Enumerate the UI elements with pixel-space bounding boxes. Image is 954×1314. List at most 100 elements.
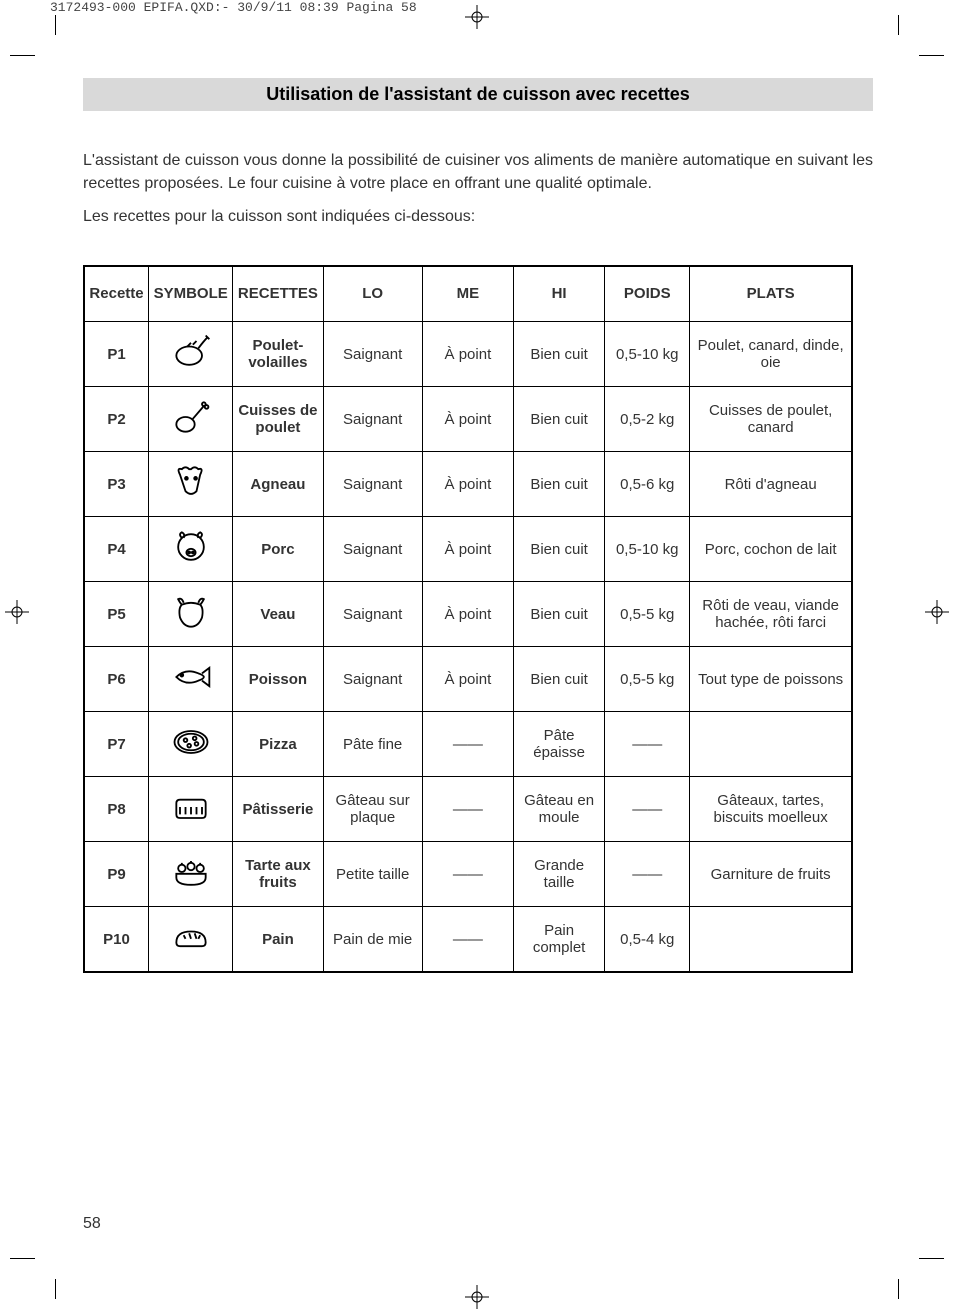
cell-recette-id: P9 — [84, 842, 149, 907]
cell-plats — [690, 907, 852, 973]
cell-plats: Gâteaux, tartes, biscuits moelleux — [690, 777, 852, 842]
crop-mark — [919, 1258, 944, 1259]
registration-mark-icon — [465, 5, 489, 29]
cell-poids: 0,5-6 kg — [605, 452, 690, 517]
cell-plats: Cuisses de poulet, canard — [690, 387, 852, 452]
cell-lo: Saignant — [323, 647, 422, 712]
cell-me: —— — [422, 712, 513, 777]
th-hi: HI — [514, 266, 605, 322]
cell-lo: Saignant — [323, 582, 422, 647]
table-row: P9Tarte aux fruitsPetite taille——Grande … — [84, 842, 852, 907]
cell-hi: Gâteau en moule — [514, 777, 605, 842]
crop-mark — [898, 1279, 899, 1299]
cell-lo: Pain de mie — [323, 907, 422, 973]
table-row: P3AgneauSaignantÀ pointBien cuit0,5-6 kg… — [84, 452, 852, 517]
cell-recette-id: P8 — [84, 777, 149, 842]
intro-paragraph-2: Les recettes pour la cuisson sont indiqu… — [83, 205, 873, 228]
drumstick-icon — [149, 387, 233, 452]
cell-me: —— — [422, 777, 513, 842]
bread-icon — [149, 907, 233, 973]
cell-plats — [690, 712, 852, 777]
cell-recette-name: Pâtisserie — [233, 777, 323, 842]
th-me: ME — [422, 266, 513, 322]
table-row: P5VeauSaignantÀ pointBien cuit0,5-5 kgRô… — [84, 582, 852, 647]
crop-mark — [10, 55, 35, 56]
cell-poids: 0,5-10 kg — [605, 517, 690, 582]
table-row: P6PoissonSaignantÀ pointBien cuit0,5-5 k… — [84, 647, 852, 712]
cell-recette-name: Veau — [233, 582, 323, 647]
cell-recette-name: Cuisses de poulet — [233, 387, 323, 452]
cell-hi: Grande taille — [514, 842, 605, 907]
cell-hi: Bien cuit — [514, 517, 605, 582]
cell-recette-id: P3 — [84, 452, 149, 517]
cell-poids: 0,5-2 kg — [605, 387, 690, 452]
pig-icon — [149, 517, 233, 582]
cell-me: À point — [422, 517, 513, 582]
cell-me: À point — [422, 322, 513, 387]
crop-mark — [919, 55, 944, 56]
intro-paragraph-1: L'assistant de cuisson vous donne la pos… — [83, 149, 873, 195]
cell-recette-name: Poulet-volailles — [233, 322, 323, 387]
cell-poids: —— — [605, 777, 690, 842]
cell-me: —— — [422, 907, 513, 973]
cell-poids: 0,5-5 kg — [605, 647, 690, 712]
cell-me: À point — [422, 647, 513, 712]
cell-recette-name: Porc — [233, 517, 323, 582]
cell-recette-name: Poisson — [233, 647, 323, 712]
cell-recette-name: Tarte aux fruits — [233, 842, 323, 907]
fish-icon — [149, 647, 233, 712]
cell-poids: 0,5-4 kg — [605, 907, 690, 973]
table-row: P10PainPain de mie——Pain complet0,5-4 kg — [84, 907, 852, 973]
poultry-icon — [149, 322, 233, 387]
th-plats: PLATS — [690, 266, 852, 322]
cell-hi: Pâte épaisse — [514, 712, 605, 777]
recipe-table: Recette SYMBOLE RECETTES LO ME HI POIDS … — [83, 265, 853, 974]
cell-recette-id: P5 — [84, 582, 149, 647]
page-content: Utilisation de l'assistant de cuisson av… — [83, 78, 873, 973]
cell-recette-name: Agneau — [233, 452, 323, 517]
table-row: P4PorcSaignantÀ pointBien cuit0,5-10 kgP… — [84, 517, 852, 582]
cell-hi: Bien cuit — [514, 322, 605, 387]
cell-plats: Rôti d'agneau — [690, 452, 852, 517]
cell-hi: Pain complet — [514, 907, 605, 973]
crop-mark — [55, 15, 56, 35]
page-number: 58 — [83, 1215, 101, 1233]
registration-mark-icon — [925, 600, 949, 624]
th-recettes: RECETTES — [233, 266, 323, 322]
cell-lo: Petite taille — [323, 842, 422, 907]
cell-me: —— — [422, 842, 513, 907]
cell-lo: Saignant — [323, 517, 422, 582]
cell-poids: 0,5-10 kg — [605, 322, 690, 387]
cell-poids: 0,5-5 kg — [605, 582, 690, 647]
cell-poids: —— — [605, 712, 690, 777]
table-row: P2Cuisses de pouletSaignantÀ pointBien c… — [84, 387, 852, 452]
cell-recette-name: Pizza — [233, 712, 323, 777]
cell-lo: Saignant — [323, 322, 422, 387]
cell-hi: Bien cuit — [514, 647, 605, 712]
cell-me: À point — [422, 582, 513, 647]
crop-mark — [898, 15, 899, 35]
cell-lo: Saignant — [323, 452, 422, 517]
table-row: P7PizzaPâte fine——Pâte épaisse—— — [84, 712, 852, 777]
cell-poids: —— — [605, 842, 690, 907]
cell-me: À point — [422, 387, 513, 452]
print-header-stamp: 3172493-000 EPIFA.QXD:- 30/9/11 08:39 Pa… — [50, 0, 417, 15]
table-row: P8PâtisserieGâteau sur plaque——Gâteau en… — [84, 777, 852, 842]
crop-mark — [55, 1279, 56, 1299]
th-lo: LO — [323, 266, 422, 322]
th-poids: POIDS — [605, 266, 690, 322]
cell-plats: Poulet, canard, dinde, oie — [690, 322, 852, 387]
cow-icon — [149, 582, 233, 647]
cell-plats: Rôti de veau, viande hachée, rôti farci — [690, 582, 852, 647]
table-row: P1 Poulet-volaillesSaignantÀ pointBien cu… — [84, 322, 852, 387]
lamb-icon — [149, 452, 233, 517]
tart-icon — [149, 842, 233, 907]
th-recette: Recette — [84, 266, 149, 322]
cell-plats: Garniture de fruits — [690, 842, 852, 907]
cell-lo: Saignant — [323, 387, 422, 452]
cell-recette-id: P1 — [84, 322, 149, 387]
cell-recette-id: P7 — [84, 712, 149, 777]
cell-recette-id: P4 — [84, 517, 149, 582]
crop-mark — [10, 1258, 35, 1259]
table-header-row: Recette SYMBOLE RECETTES LO ME HI POIDS … — [84, 266, 852, 322]
